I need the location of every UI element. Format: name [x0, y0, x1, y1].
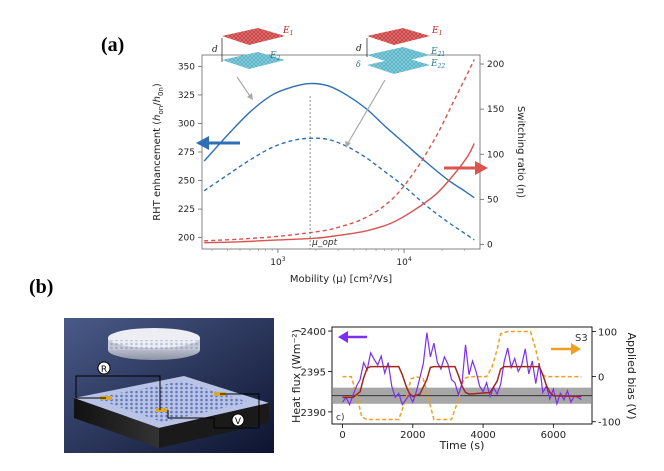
b-ytick-left-label-1: 2395 [301, 367, 326, 378]
inset-right-pointer [347, 79, 386, 144]
left-axis-arrow [196, 136, 240, 150]
chart-b-ylabel-left: Heat flux (Wm⁻²) [290, 329, 303, 423]
gap-label-right: d [356, 44, 362, 54]
e2-label-left: E2 [269, 51, 281, 62]
chart-b-series [342, 330, 582, 421]
delta-label-right: δ [356, 60, 361, 69]
chart-b-axes: 0 2000 4000 6000 2390 2395 2400 -100 0 100 [301, 326, 621, 441]
b-series-0 [342, 332, 582, 407]
heat-flux-arrow [338, 331, 367, 343]
bias-arrow [551, 343, 581, 355]
chart-b-yticks-right: -100 0 100 [592, 328, 621, 429]
panel-a-label: (a) [101, 34, 125, 56]
a-ytick-right-label-1: 50 [487, 195, 499, 205]
b-series-1 [342, 365, 582, 399]
a-ytick-left-label-5: 325 [178, 91, 195, 101]
b-xtick-label-0: 0 [339, 430, 345, 441]
a-series-0 [203, 82, 475, 199]
a-ytick-left-label-6: 350 [178, 62, 195, 72]
substrate [74, 376, 269, 448]
b-ytick-right-label-0: -100 [598, 418, 621, 429]
chart-a-ylabel-left: RHT enhancement (hon/h0n) [152, 83, 165, 221]
inset-left-pointer-head [247, 93, 253, 100]
chart-b-yticks-left: 2390 2395 2400 [301, 327, 332, 419]
chart-a-ylabel-right: Switching ratio (η) [515, 106, 526, 198]
e21-label-right: E21 [430, 47, 445, 58]
a-ytick-left-label-3: 275 [178, 148, 195, 158]
top-sheet-right [367, 28, 430, 45]
e1-label-right: E1 [431, 26, 442, 37]
top-sheet-left [222, 28, 285, 45]
right-axis-arrow [444, 161, 488, 175]
b-ytick-right-label-1: 0 [598, 373, 604, 384]
bottom-sheet-right [367, 57, 430, 74]
b-ytick-right-label-2: 100 [598, 328, 617, 339]
a-ytick-right-label-3: 150 [487, 105, 504, 115]
contact-middle [156, 408, 168, 412]
panel-b-label: (b) [29, 276, 54, 298]
resistor-label: R [101, 365, 107, 375]
b-xtick-label-3: 6000 [541, 430, 566, 441]
a-ytick-left-label-1: 225 [178, 205, 195, 215]
b-xtick-label-2: 4000 [470, 430, 495, 441]
inset-left-pointer [236, 76, 251, 97]
inset-right-pointer-head [345, 141, 351, 148]
a-ytick-right-label-4: 200 [487, 60, 504, 70]
chart-a-yticks-left: 200 225 250 275 300 325 350 [178, 62, 202, 244]
gap-label-left: d [212, 45, 218, 55]
chart-b-frame [331, 326, 593, 425]
chart-b-ylabel-right: Applied bias (V) [625, 333, 638, 420]
a-ytick-right-label-0: 0 [487, 240, 493, 250]
top-disk [108, 328, 200, 360]
a-ytick-left-label-0: 200 [178, 234, 195, 244]
inset-two-sheet-diagram: d E1 E2 [212, 26, 293, 69]
b-ytick-left-label-2: 2400 [301, 327, 326, 338]
voltmeter-label: V [235, 417, 242, 427]
a-ytick-left-label-4: 300 [178, 119, 195, 129]
chart-a-xlabel: Mobility (μ) [cm²/Vs] [290, 274, 392, 285]
a-series-3 [204, 143, 475, 244]
e1-label-left: E1 [282, 26, 293, 37]
chart-a-yticks-right: 0 50 100 150 200 [480, 60, 504, 250]
chart-b-xlabel: Time (s) [439, 439, 485, 452]
sample-tag: S3 [575, 333, 588, 344]
b-series-2 [342, 330, 582, 421]
circuit-wires [75, 375, 260, 429]
inset-three-sheet-diagram: d δ E1 E21 E22 [356, 26, 445, 74]
a-ytick-right-label-2: 100 [487, 150, 504, 160]
chart-b-xticks: 0 2000 4000 6000 [339, 424, 566, 441]
b-ytick-left-label-0: 2390 [301, 408, 326, 419]
corner-tag: c) [336, 413, 344, 423]
bottom-sheet-left [222, 52, 285, 69]
middle-sheet-right [367, 47, 430, 64]
resistor-symbol: R [97, 361, 111, 375]
a-ytick-left-label-2: 250 [178, 177, 195, 187]
e22-label-right: E22 [430, 59, 445, 70]
a-series-2 [204, 59, 475, 242]
voltmeter-symbol: V [231, 413, 245, 427]
device-illustration: R V [64, 318, 274, 453]
mu-opt-label: μ_opt [311, 238, 337, 248]
b-xtick-label-1: 2000 [400, 430, 425, 441]
